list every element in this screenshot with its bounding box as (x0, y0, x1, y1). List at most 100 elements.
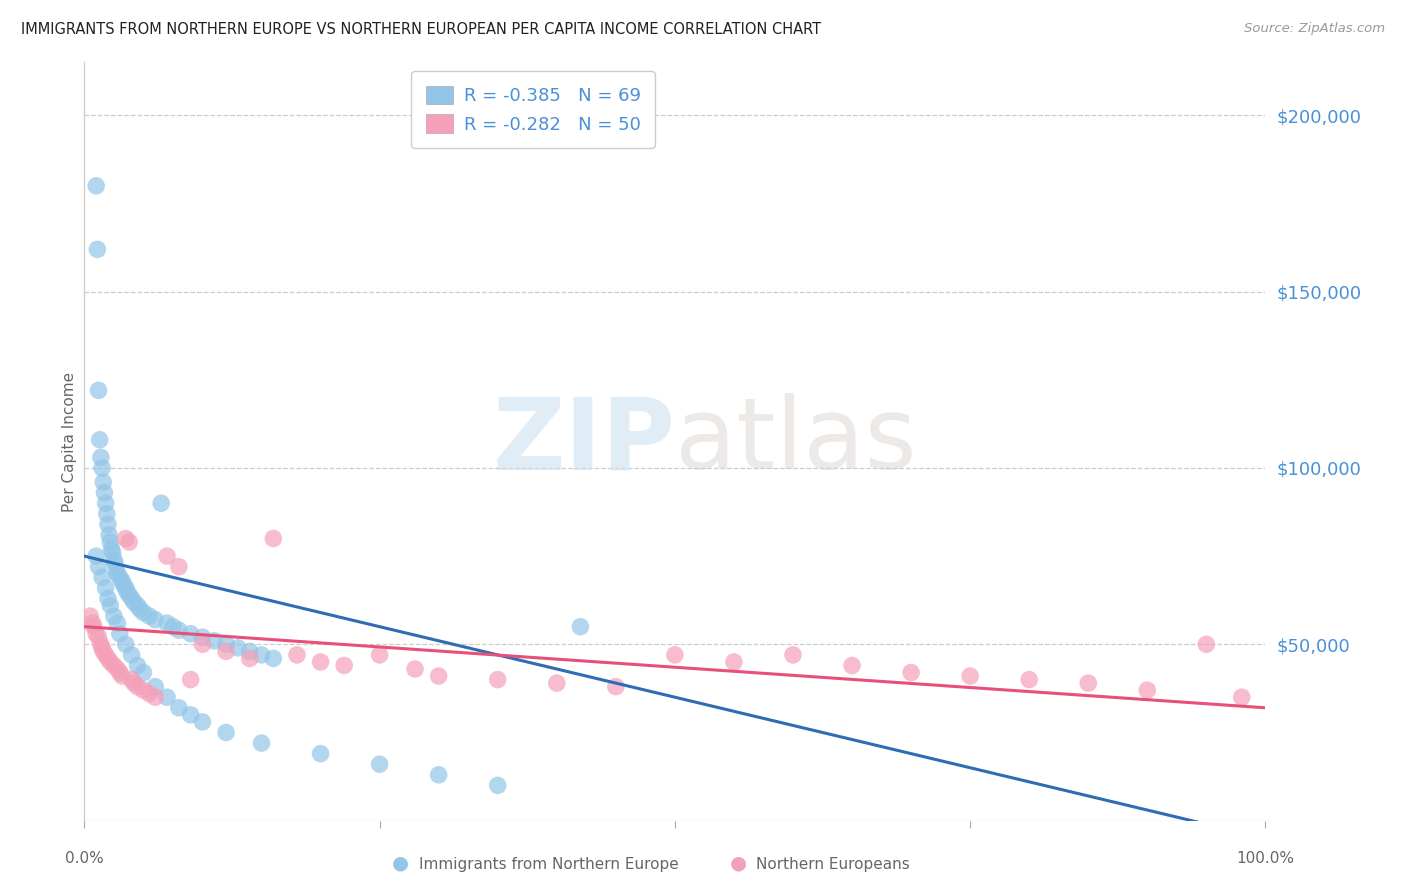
Point (1195, 637, 1218, 651)
Text: ●: ● (730, 854, 747, 872)
Point (782, 648, 804, 662)
Point (108, 665, 131, 680)
Point (91, 640, 114, 655)
Point (167, 700, 190, 714)
Point (84, 178, 107, 193)
Point (121, 673, 143, 687)
Point (107, 566, 129, 581)
Point (103, 609, 125, 624)
Point (250, 736, 273, 750)
Point (285, 648, 308, 662)
Point (115, 584, 138, 599)
Point (114, 637, 136, 651)
Point (87, 384, 110, 398)
Point (569, 620, 592, 634)
Point (90, 450, 112, 465)
Point (180, 626, 202, 640)
Point (121, 648, 143, 662)
Point (215, 637, 238, 651)
Point (156, 549, 179, 563)
Point (368, 757, 391, 772)
Point (959, 669, 981, 683)
Point (97, 591, 120, 606)
Point (94, 581, 117, 595)
Point (97, 651, 120, 665)
Point (98, 599, 121, 613)
Point (143, 690, 166, 705)
Point (309, 747, 332, 761)
Point (98, 528, 121, 542)
Point (1230, 690, 1253, 705)
Point (427, 768, 450, 782)
Point (605, 680, 627, 694)
Point (111, 574, 134, 588)
Point (90, 637, 112, 651)
Point (486, 778, 509, 792)
Point (215, 644, 238, 658)
Point (143, 613, 166, 627)
Point (107, 662, 129, 676)
Point (1136, 683, 1159, 698)
Point (127, 680, 149, 694)
Text: 100.0%: 100.0% (1236, 851, 1295, 866)
Legend: R = -0.385   N = 69, R = -0.282   N = 50: R = -0.385 N = 69, R = -0.282 N = 50 (411, 71, 655, 148)
Point (86, 243, 108, 257)
Point (202, 633, 225, 648)
Point (404, 662, 426, 676)
Point (723, 655, 745, 669)
Point (132, 683, 155, 698)
Point (427, 669, 450, 683)
Point (180, 707, 202, 722)
Point (191, 714, 214, 729)
Point (132, 665, 155, 680)
Point (132, 606, 155, 620)
Point (122, 595, 145, 609)
Point (84, 549, 107, 563)
Point (118, 535, 141, 549)
Point (101, 546, 124, 560)
Point (91, 644, 114, 658)
Point (215, 725, 238, 739)
Point (112, 577, 135, 591)
Point (91, 570, 114, 584)
Point (156, 616, 179, 631)
Point (107, 616, 129, 631)
Point (122, 676, 145, 690)
Point (239, 651, 262, 665)
Point (900, 665, 922, 680)
Text: Source: ZipAtlas.com: Source: ZipAtlas.com (1244, 22, 1385, 36)
Point (262, 651, 284, 665)
Point (239, 644, 262, 658)
Point (167, 559, 190, 574)
Point (96, 507, 118, 521)
Point (150, 496, 173, 510)
Point (89, 433, 111, 447)
Y-axis label: Per Capita Income: Per Capita Income (62, 371, 77, 512)
Point (664, 648, 686, 662)
Point (82, 616, 104, 631)
Point (121, 591, 143, 606)
Point (1018, 673, 1040, 687)
Point (546, 676, 568, 690)
Text: ZIP: ZIP (492, 393, 675, 490)
Point (98, 655, 121, 669)
Point (111, 669, 134, 683)
Point (143, 680, 166, 694)
Text: Immigrants from Northern Europe: Immigrants from Northern Europe (419, 857, 679, 872)
Point (79, 609, 101, 624)
Point (138, 687, 160, 701)
Point (87, 559, 110, 574)
Point (98, 535, 121, 549)
Point (180, 673, 202, 687)
Point (103, 552, 125, 566)
Point (91, 475, 114, 489)
Point (486, 673, 509, 687)
Point (104, 556, 127, 570)
Point (91, 461, 114, 475)
Point (108, 570, 131, 584)
Text: 0.0%: 0.0% (65, 851, 104, 866)
Text: Northern Europeans: Northern Europeans (756, 857, 910, 872)
Point (127, 599, 149, 613)
Point (156, 690, 179, 705)
Point (262, 532, 284, 546)
